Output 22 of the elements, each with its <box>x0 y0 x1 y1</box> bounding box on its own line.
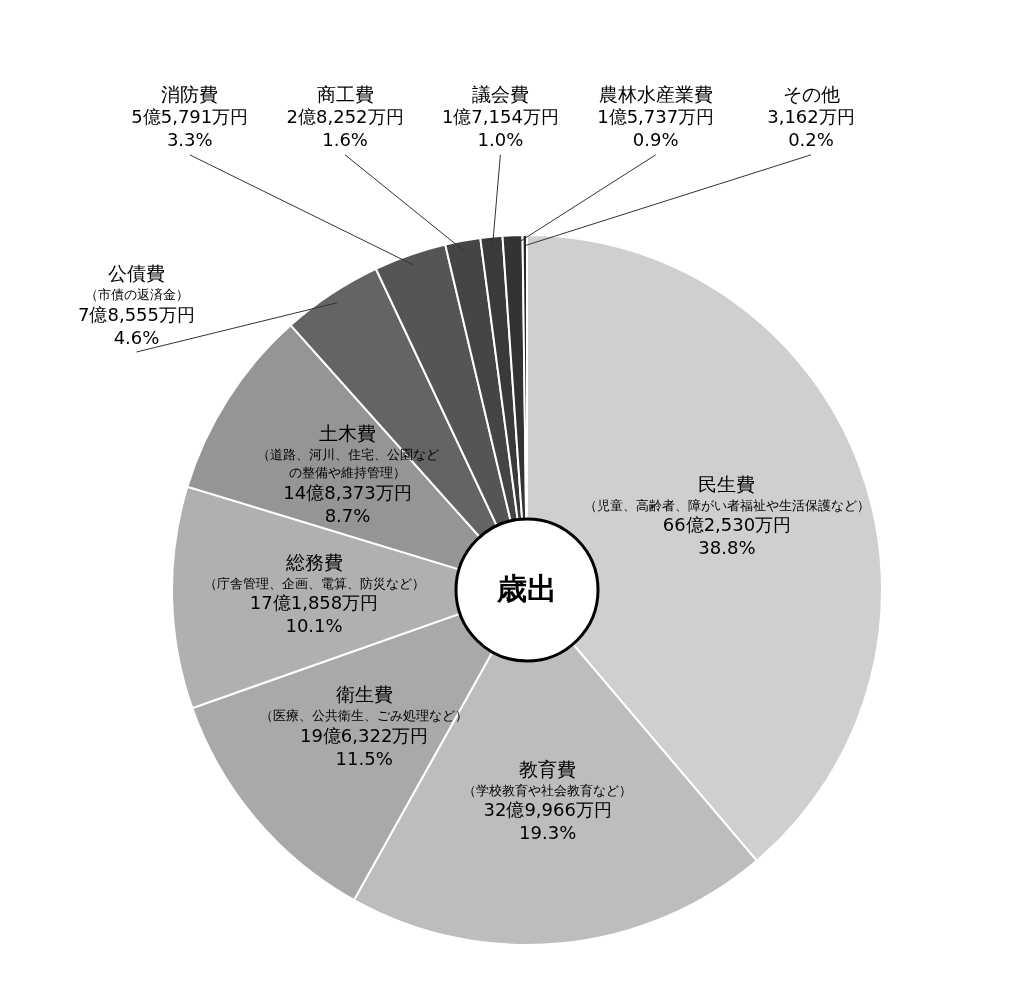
data-label: 66億2,530万円 38.8% <box>662 514 792 559</box>
data-label: 3,162万円 0.2% <box>767 106 855 151</box>
slice-label: 教育費（学校教育や社会教育など） <box>463 757 633 798</box>
slice-label: 商工費 <box>316 82 374 105</box>
data-label: 14億8,373万円 8.7% <box>283 481 412 526</box>
data-label: 17億1,858万円 10.1% <box>249 592 379 637</box>
data-label: 32億9,966万円 19.3% <box>483 799 612 844</box>
data-label: 1億7,154万円 1.0% <box>441 106 559 151</box>
text: 歳出 <box>496 571 557 606</box>
data-label: 7億8,555万円 4.6% <box>78 303 195 348</box>
data-label: 1億5,737万円 0.9% <box>597 106 715 151</box>
slice-label: 議会費 <box>471 82 529 105</box>
data-label: 5億5,791万円 3.3% <box>131 106 249 151</box>
slice-label: 公債費（市債の返済金） <box>84 262 189 302</box>
slice-label: 農林水産業費 <box>598 82 713 105</box>
data-label: 19億6,322万円 11.5% <box>299 724 429 769</box>
slice-label: 総務費（庁舎管理、企画、電算、防災など） <box>203 550 425 591</box>
slice-label: 民生費（児童、高齢者、障がい者福祉や生活保護など） <box>583 472 870 513</box>
slice-label: その他 <box>782 82 840 105</box>
slice-label: 消防費 <box>161 82 219 105</box>
slice-label: 衛生費（医療、公共衛生、ごみ処理など） <box>260 683 469 724</box>
data-label: 2億8,252万円 1.6% <box>286 106 404 151</box>
